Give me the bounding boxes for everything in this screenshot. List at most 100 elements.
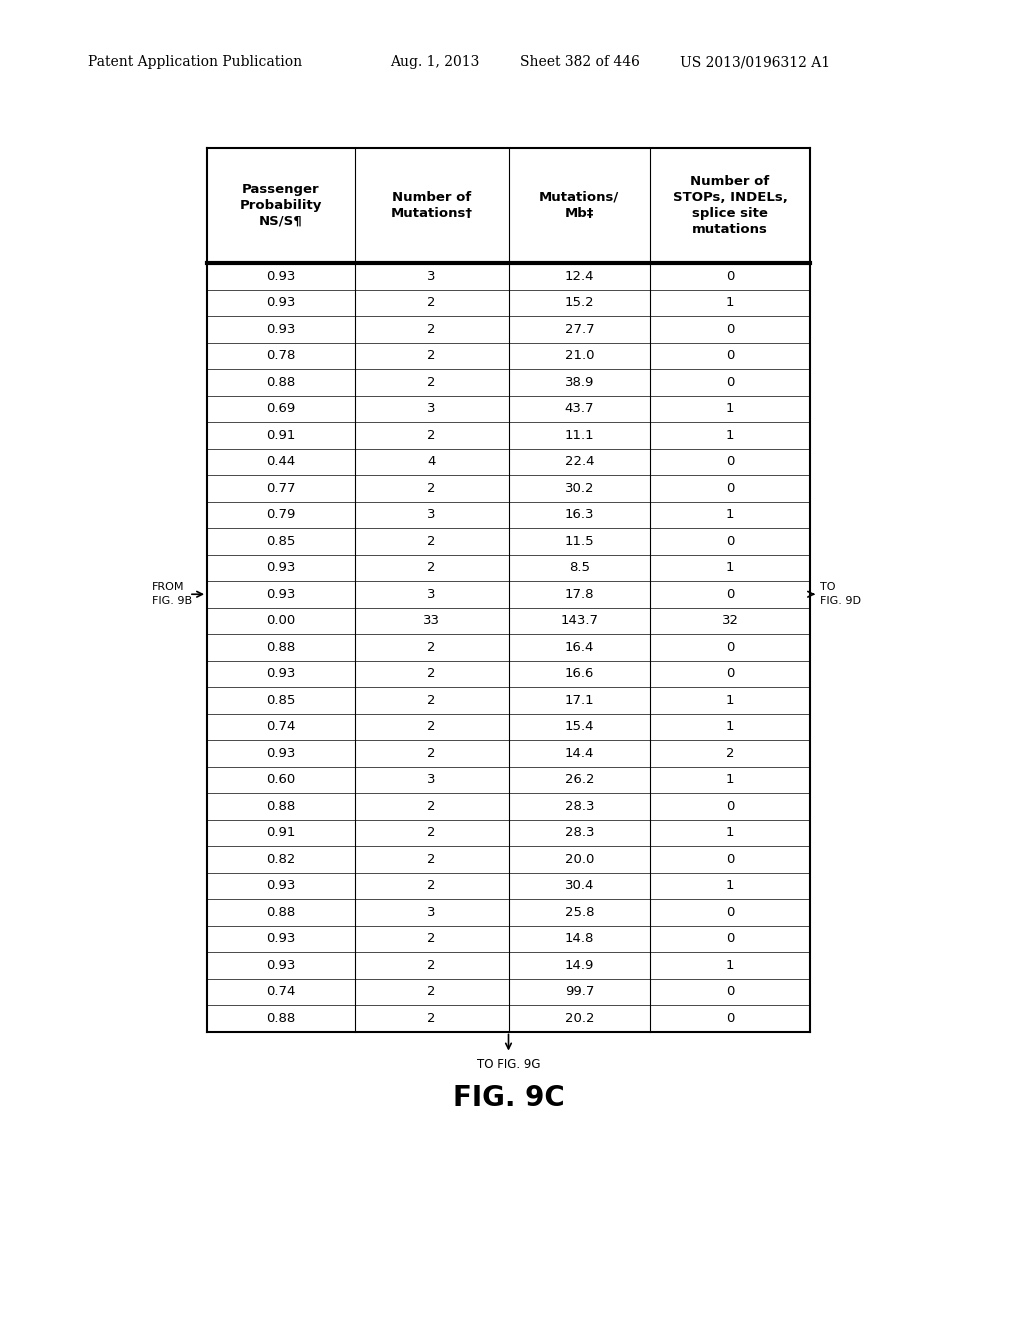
Text: 0: 0	[726, 455, 734, 469]
Text: 0.74: 0.74	[266, 985, 296, 998]
Text: 4: 4	[427, 455, 436, 469]
Text: 0.85: 0.85	[266, 535, 296, 548]
Text: 0.93: 0.93	[266, 747, 296, 760]
Text: 0.69: 0.69	[266, 403, 296, 416]
Text: 0.78: 0.78	[266, 350, 296, 362]
Text: 0: 0	[726, 906, 734, 919]
Text: 0: 0	[726, 587, 734, 601]
Text: 0: 0	[726, 667, 734, 680]
Text: 0: 0	[726, 853, 734, 866]
Text: 11.1: 11.1	[564, 429, 594, 442]
Text: 0: 0	[726, 482, 734, 495]
Text: 32: 32	[722, 614, 738, 627]
Text: 26.2: 26.2	[564, 774, 594, 787]
Text: 0.91: 0.91	[266, 429, 296, 442]
Text: 2: 2	[427, 721, 436, 733]
Text: 2: 2	[427, 985, 436, 998]
Text: 30.4: 30.4	[564, 879, 594, 892]
Text: 14.4: 14.4	[564, 747, 594, 760]
Text: Passenger
Probability
NS/S¶: Passenger Probability NS/S¶	[240, 183, 323, 228]
Text: 0.77: 0.77	[266, 482, 296, 495]
Text: 2: 2	[427, 826, 436, 840]
Text: 28.3: 28.3	[564, 826, 594, 840]
Text: 0.85: 0.85	[266, 694, 296, 706]
Text: 0: 0	[726, 323, 734, 335]
Text: 0.88: 0.88	[266, 376, 296, 389]
Text: 2: 2	[427, 429, 436, 442]
Text: 0: 0	[726, 1011, 734, 1024]
Text: 0.79: 0.79	[266, 508, 296, 521]
Text: 11.5: 11.5	[564, 535, 594, 548]
Text: TO FIG. 9G: TO FIG. 9G	[477, 1059, 541, 1072]
Text: 99.7: 99.7	[564, 985, 594, 998]
Text: 15.2: 15.2	[564, 296, 594, 309]
Text: 2: 2	[427, 747, 436, 760]
Text: 2: 2	[427, 853, 436, 866]
Text: FROM: FROM	[152, 582, 184, 593]
Text: 8.5: 8.5	[569, 561, 590, 574]
Text: 1: 1	[726, 721, 734, 733]
Text: 2: 2	[427, 958, 436, 972]
Text: 17.8: 17.8	[564, 587, 594, 601]
Text: 30.2: 30.2	[564, 482, 594, 495]
Text: 0.93: 0.93	[266, 587, 296, 601]
Text: 2: 2	[427, 640, 436, 653]
Text: 3: 3	[427, 906, 436, 919]
Text: 3: 3	[427, 403, 436, 416]
Text: 0.74: 0.74	[266, 721, 296, 733]
Text: 0: 0	[726, 932, 734, 945]
Text: 0.93: 0.93	[266, 269, 296, 282]
Text: 0.93: 0.93	[266, 958, 296, 972]
Text: 0.88: 0.88	[266, 640, 296, 653]
Text: 28.3: 28.3	[564, 800, 594, 813]
Text: 1: 1	[726, 958, 734, 972]
Text: 2: 2	[427, 482, 436, 495]
Text: 143.7: 143.7	[560, 614, 598, 627]
Text: 20.2: 20.2	[564, 1011, 594, 1024]
Text: 0: 0	[726, 269, 734, 282]
Text: 1: 1	[726, 296, 734, 309]
Text: 12.4: 12.4	[564, 269, 594, 282]
Text: 1: 1	[726, 879, 734, 892]
Text: 43.7: 43.7	[564, 403, 594, 416]
Text: 0: 0	[726, 535, 734, 548]
Text: 0: 0	[726, 376, 734, 389]
Text: 2: 2	[427, 1011, 436, 1024]
Text: 3: 3	[427, 587, 436, 601]
Text: 0.93: 0.93	[266, 561, 296, 574]
Text: 2: 2	[427, 350, 436, 362]
Text: Sheet 382 of 446: Sheet 382 of 446	[520, 55, 640, 69]
Text: Number of
STOPs, INDELs,
splice site
mutations: Number of STOPs, INDELs, splice site mut…	[673, 176, 787, 236]
Text: 0.88: 0.88	[266, 800, 296, 813]
Text: 0.88: 0.88	[266, 906, 296, 919]
Text: 2: 2	[427, 694, 436, 706]
Text: 0.93: 0.93	[266, 323, 296, 335]
Text: Patent Application Publication: Patent Application Publication	[88, 55, 302, 69]
Text: 2: 2	[427, 800, 436, 813]
Text: 14.9: 14.9	[564, 958, 594, 972]
Text: 1: 1	[726, 694, 734, 706]
Text: 2: 2	[427, 879, 436, 892]
Text: 2: 2	[427, 667, 436, 680]
Text: 0.93: 0.93	[266, 879, 296, 892]
Text: 1: 1	[726, 508, 734, 521]
Text: 3: 3	[427, 269, 436, 282]
Text: 2: 2	[427, 323, 436, 335]
Text: Number of
Mutations†: Number of Mutations†	[390, 191, 473, 220]
Text: Mutations/
Mb‡: Mutations/ Mb‡	[540, 191, 620, 220]
Text: 0: 0	[726, 350, 734, 362]
Text: 14.8: 14.8	[564, 932, 594, 945]
Text: 0.91: 0.91	[266, 826, 296, 840]
Text: 0: 0	[726, 800, 734, 813]
Text: 21.0: 21.0	[564, 350, 594, 362]
Text: 0.88: 0.88	[266, 1011, 296, 1024]
Text: 0.93: 0.93	[266, 296, 296, 309]
Text: 20.0: 20.0	[564, 853, 594, 866]
Text: 0: 0	[726, 640, 734, 653]
Text: 1: 1	[726, 403, 734, 416]
Text: 2: 2	[427, 535, 436, 548]
Text: FIG. 9D: FIG. 9D	[820, 597, 861, 606]
Text: 16.6: 16.6	[564, 667, 594, 680]
Text: 33: 33	[423, 614, 440, 627]
Text: 3: 3	[427, 774, 436, 787]
